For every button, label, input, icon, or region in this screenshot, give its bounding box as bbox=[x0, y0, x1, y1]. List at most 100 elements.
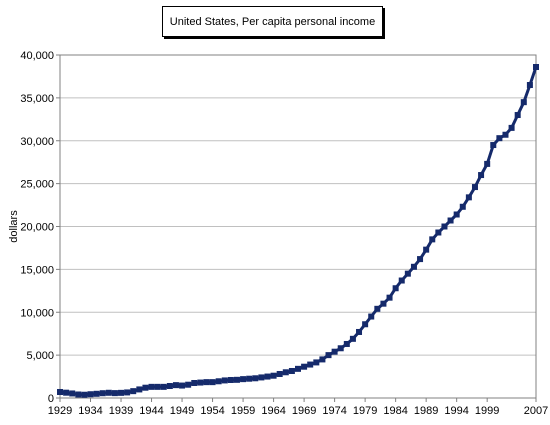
data-point bbox=[331, 348, 338, 355]
data-point bbox=[465, 194, 472, 201]
data-point bbox=[435, 229, 442, 236]
data-point bbox=[520, 99, 527, 106]
data-point bbox=[398, 277, 405, 284]
data-point bbox=[514, 112, 521, 119]
data-point bbox=[417, 256, 424, 263]
series-group bbox=[57, 64, 539, 398]
data-point bbox=[533, 64, 539, 71]
data-point bbox=[508, 124, 515, 131]
data-point bbox=[349, 335, 356, 342]
data-point bbox=[459, 203, 466, 210]
x-tick-label: 1989 bbox=[414, 405, 438, 417]
data-point bbox=[270, 372, 277, 379]
data-point bbox=[374, 305, 381, 312]
data-point bbox=[526, 82, 533, 89]
x-tick-label: 1944 bbox=[139, 405, 163, 417]
data-point bbox=[172, 382, 179, 389]
x-axis-tick-labels: 1929 1934 1939 1944 1949 1954 1959 1964 1969 1974… bbox=[48, 398, 548, 417]
y-tick-label: 15,000 bbox=[20, 264, 54, 276]
data-point bbox=[227, 376, 234, 383]
data-point bbox=[325, 352, 332, 359]
data-point bbox=[203, 379, 210, 386]
data-point bbox=[410, 263, 417, 270]
data-point bbox=[288, 367, 295, 374]
data-point bbox=[166, 382, 173, 389]
y-tick-label: 35,000 bbox=[20, 93, 54, 105]
data-point bbox=[57, 388, 63, 395]
x-tick-label: 1964 bbox=[261, 405, 285, 417]
data-point bbox=[81, 391, 88, 398]
data-point bbox=[404, 270, 411, 277]
x-tick-label: 1934 bbox=[78, 405, 102, 417]
x-tick-label: 1979 bbox=[353, 405, 377, 417]
data-point bbox=[63, 389, 70, 396]
data-point bbox=[246, 375, 253, 382]
data-point bbox=[215, 378, 222, 385]
data-point bbox=[453, 211, 460, 218]
data-point bbox=[240, 376, 247, 383]
data-point bbox=[197, 379, 204, 386]
data-point bbox=[130, 388, 137, 395]
x-tick-label: 1974 bbox=[322, 405, 346, 417]
data-point bbox=[221, 377, 228, 384]
data-point bbox=[429, 236, 436, 243]
data-point bbox=[380, 300, 387, 307]
x-tick-label: 1929 bbox=[48, 405, 72, 417]
x-tick-label: 1959 bbox=[231, 405, 255, 417]
x-tick-label: 1969 bbox=[292, 405, 316, 417]
data-point bbox=[154, 383, 161, 390]
data-point bbox=[264, 373, 271, 380]
data-point bbox=[93, 390, 100, 397]
data-point bbox=[276, 370, 283, 377]
data-point bbox=[313, 359, 320, 366]
data-point bbox=[191, 379, 198, 386]
data-point bbox=[111, 390, 118, 397]
y-axis-label: dollars bbox=[8, 210, 20, 243]
data-point bbox=[301, 363, 308, 370]
x-tick-label: 1999 bbox=[475, 405, 499, 417]
data-point bbox=[185, 381, 192, 388]
x-tick-label: 1984 bbox=[383, 405, 407, 417]
data-point bbox=[478, 172, 485, 179]
data-point bbox=[447, 217, 454, 224]
data-point bbox=[252, 375, 259, 382]
series-line bbox=[59, 66, 538, 397]
data-point bbox=[337, 345, 344, 352]
data-point bbox=[160, 383, 167, 390]
data-point bbox=[441, 223, 448, 230]
chart-title: United States, Per capita personal incom… bbox=[162, 6, 383, 37]
y-tick-label: 30,000 bbox=[20, 136, 54, 148]
data-point bbox=[423, 246, 430, 253]
data-point bbox=[386, 294, 393, 301]
data-point bbox=[148, 383, 155, 390]
data-point bbox=[356, 328, 363, 335]
data-point bbox=[471, 184, 478, 191]
x-tick-label: 1954 bbox=[200, 405, 224, 417]
data-point bbox=[295, 365, 301, 372]
data-point bbox=[105, 389, 112, 396]
data-point bbox=[502, 131, 509, 138]
data-point bbox=[142, 384, 149, 391]
data-point bbox=[392, 285, 399, 292]
y-tick-label: 25,000 bbox=[20, 179, 54, 191]
y-tick-label: 10,000 bbox=[20, 307, 54, 319]
data-point bbox=[87, 391, 94, 398]
y-tick-label: 40,000 bbox=[20, 50, 54, 62]
data-point bbox=[258, 374, 265, 381]
data-point bbox=[209, 379, 216, 386]
x-tick-label: 1949 bbox=[170, 405, 194, 417]
y-tick-label: 5,000 bbox=[26, 350, 54, 362]
data-point bbox=[75, 391, 82, 398]
x-tick-label: 1939 bbox=[109, 405, 133, 417]
data-point bbox=[484, 160, 491, 167]
data-point bbox=[282, 369, 289, 376]
data-point bbox=[99, 390, 106, 397]
data-point bbox=[307, 361, 314, 368]
data-point bbox=[136, 386, 143, 393]
y-axis-tick-labels: 0 5,000 10,000 15,000 20,000 25,000 30,000 35,0… bbox=[20, 50, 60, 405]
data-point bbox=[319, 356, 326, 363]
data-point bbox=[343, 340, 350, 347]
data-point bbox=[179, 382, 186, 389]
data-point bbox=[124, 389, 131, 396]
